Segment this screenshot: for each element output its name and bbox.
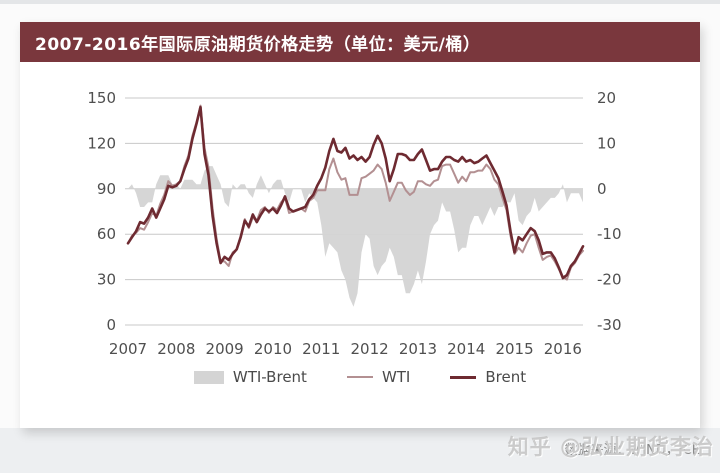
svg-text:2011: 2011 — [302, 340, 340, 358]
svg-text:2015: 2015 — [495, 340, 533, 358]
svg-text:2007: 2007 — [109, 340, 147, 358]
svg-text:90: 90 — [97, 180, 116, 198]
chart-title-bar: 2007-2016年国际原油期货价格走势（单位：美元/桶） — [20, 22, 700, 62]
svg-text:0: 0 — [106, 316, 116, 334]
svg-text:120: 120 — [87, 134, 116, 152]
chart-title: 2007-2016年国际原油期货价格走势（单位：美元/桶） — [35, 34, 481, 55]
oil-price-chart: 0 30 60 90 120 150 -30 -20 -10 0 10 20 2007 2008 2009 2… — [87, 89, 622, 358]
legend-item-brent: Brent — [450, 368, 526, 386]
svg-text:2016: 2016 — [544, 340, 582, 358]
legend-label-wti-brent: WTI-Brent — [232, 368, 307, 386]
svg-text:60: 60 — [97, 225, 116, 243]
svg-text:30: 30 — [97, 271, 116, 289]
svg-text:2012: 2012 — [350, 340, 388, 358]
zhihu-watermark: 知乎 @弘业期货李治 — [507, 435, 714, 459]
data-source-text: 数据来源：WIND，ICE — [564, 443, 700, 458]
svg-text:2010: 2010 — [254, 340, 292, 358]
wti-brent-area-swatch — [193, 370, 224, 384]
svg-text:2009: 2009 — [206, 340, 244, 358]
svg-text:2014: 2014 — [447, 340, 485, 358]
bottom-band — [0, 428, 720, 473]
legend-label-brent: Brent — [485, 368, 527, 386]
svg-text:150: 150 — [87, 89, 116, 107]
svg-text:20: 20 — [597, 89, 616, 107]
wti-line-swatch — [346, 376, 373, 378]
svg-text:2013: 2013 — [399, 340, 437, 358]
top-strip — [0, 0, 720, 4]
chart-card: 2007-2016年国际原油期货价格走势（单位：美元/桶） 0 30 60 90 120… — [20, 22, 700, 428]
svg-text:0: 0 — [597, 180, 607, 198]
legend-item-wti-brent: WTI-Brent — [193, 368, 307, 386]
brent-line-swatch — [450, 375, 477, 379]
svg-text:-20: -20 — [597, 271, 622, 289]
chart-legend: WTI-Brent WTI Brent — [20, 368, 700, 386]
svg-text:2008: 2008 — [157, 340, 195, 358]
svg-text:-30: -30 — [597, 316, 622, 334]
legend-label-wti: WTI — [381, 368, 411, 386]
chart-area: 0 30 60 90 120 150 -30 -20 -10 0 10 20 2007 2008 2009 2… — [20, 62, 700, 386]
legend-item-wti: WTI — [346, 368, 411, 386]
svg-text:-10: -10 — [597, 225, 622, 243]
svg-text:10: 10 — [597, 134, 616, 152]
